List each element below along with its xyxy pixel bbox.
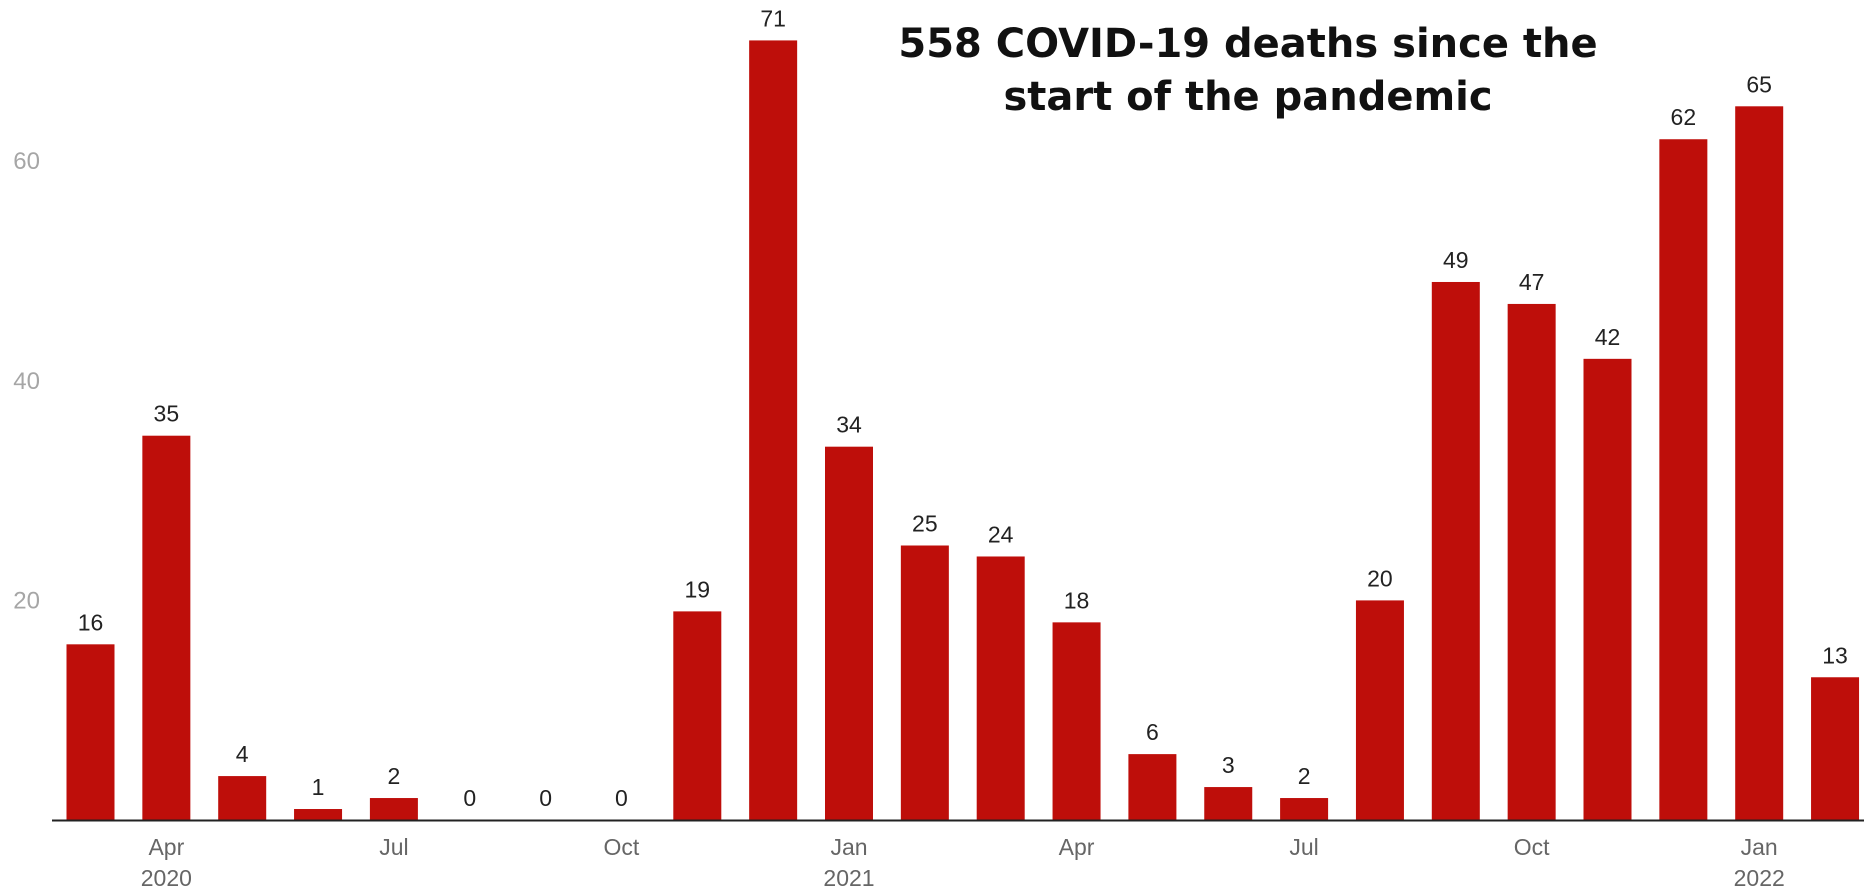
data-label: 65: [1746, 71, 1772, 97]
bar: [749, 40, 798, 821]
data-label: 42: [1595, 324, 1621, 350]
bar: [976, 556, 1025, 820]
bar: [1280, 798, 1329, 820]
data-label: 6: [1146, 719, 1159, 745]
chart-title-line-2: start of the pandemic: [1003, 74, 1492, 120]
data-label: 0: [463, 785, 476, 811]
data-label: 2: [1298, 763, 1311, 789]
x-tick-label: Oct: [604, 834, 640, 860]
data-label: 0: [615, 785, 628, 811]
data-label: 4: [236, 741, 249, 767]
y-tick-label: 20: [13, 587, 40, 614]
x-tick-year-label: 2021: [823, 865, 874, 890]
x-tick-label: Jul: [379, 834, 408, 860]
bar: [1735, 106, 1784, 821]
bar: [900, 545, 949, 820]
y-tick-label: 60: [13, 148, 40, 175]
bar: [369, 798, 418, 820]
data-label: 62: [1671, 104, 1697, 130]
data-label: 34: [836, 412, 862, 438]
bar: [142, 435, 191, 820]
data-label: 35: [154, 401, 180, 427]
bar: [1128, 754, 1177, 820]
data-label: 20: [1367, 565, 1393, 591]
data-label: 19: [685, 576, 711, 602]
x-tick-label: Jul: [1289, 834, 1318, 860]
bar: [1431, 281, 1480, 821]
chart-title-line-1: 558 COVID-19 deaths since the: [898, 21, 1597, 67]
bar: [673, 611, 722, 820]
y-tick-label: 40: [13, 368, 40, 395]
bar: [1659, 139, 1708, 821]
bars: [66, 40, 1860, 821]
bar: [1204, 787, 1253, 820]
data-label: 1: [312, 774, 325, 800]
x-tick-year-label: 2022: [1734, 865, 1785, 890]
y-axis-ticks: 20 40 60: [13, 148, 40, 614]
data-label: 3: [1222, 752, 1235, 778]
data-label: 2: [388, 763, 401, 789]
x-tick-label: Oct: [1514, 834, 1550, 860]
bar: [294, 809, 343, 820]
x-tick-label: Apr: [1059, 834, 1095, 860]
data-label: 0: [539, 785, 552, 811]
x-tick-year-label: 2020: [141, 865, 192, 890]
bar: [66, 644, 115, 820]
x-tick-label: Apr: [148, 834, 184, 860]
data-label: 24: [988, 521, 1014, 547]
bar: [825, 446, 873, 820]
data-label: 25: [912, 511, 938, 537]
bar: [1507, 303, 1556, 820]
data-label: 16: [78, 609, 104, 635]
data-label: 71: [760, 5, 786, 31]
data-label: 49: [1443, 247, 1469, 273]
data-label: 13: [1822, 642, 1848, 668]
bar: [1355, 600, 1404, 820]
data-label: 18: [1064, 587, 1090, 613]
bar: [218, 776, 267, 820]
bar: [1052, 622, 1101, 820]
x-tick-label: Jan: [830, 834, 867, 860]
x-tick-label: Jan: [1741, 834, 1778, 860]
bar: [1583, 358, 1632, 820]
data-label: 47: [1519, 269, 1545, 295]
bar: [1811, 677, 1860, 820]
x-axis-ticks: Apr 2020 Jul Oct Jan 2021 Apr Jul Oct Jan 2022: [141, 834, 1785, 890]
